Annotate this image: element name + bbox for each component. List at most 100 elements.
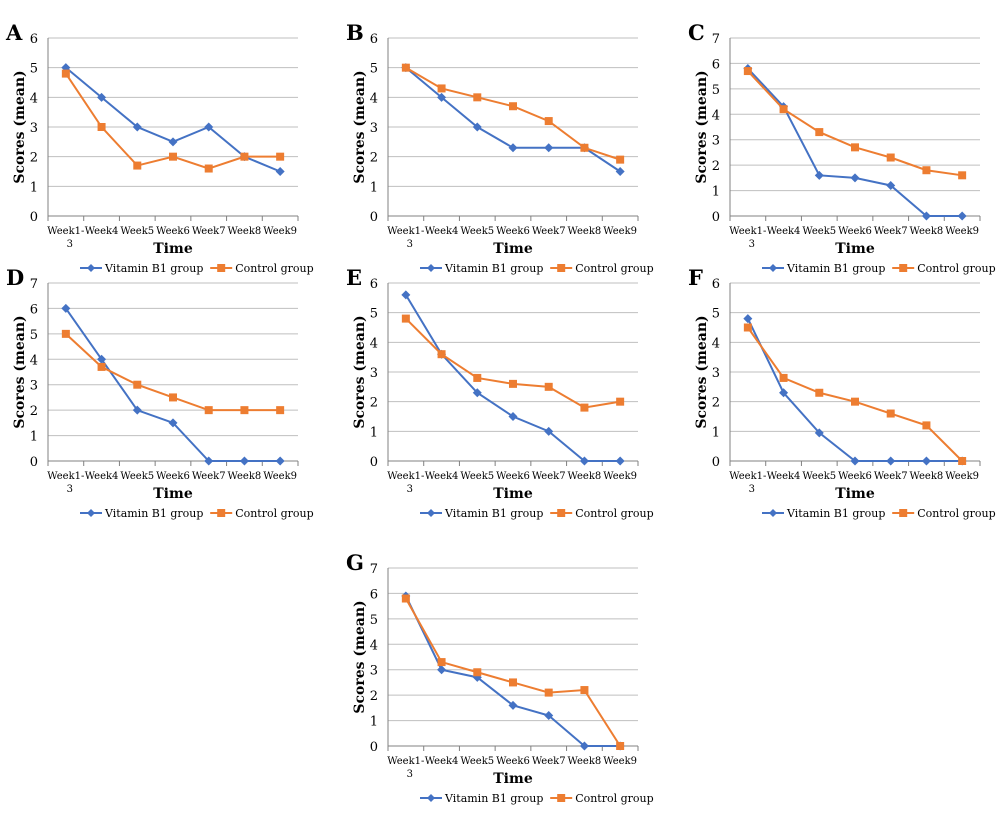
data-point-control [509, 379, 517, 388]
panel-letter: C [688, 20, 705, 45]
x-tick-label: Week6 [838, 226, 872, 237]
legend-marker-vitamin [427, 794, 435, 802]
legend-label: Vitamin B1 group [786, 262, 885, 275]
y-tick-label: 3 [370, 664, 378, 679]
x-axis-title: Time [835, 486, 875, 502]
y-tick-label: 0 [712, 210, 720, 225]
series-line-vitamin [405, 294, 621, 462]
y-tick-label: 2 [712, 159, 720, 174]
data-point-control [815, 128, 824, 137]
data-point-control [97, 362, 106, 371]
y-tick-label: 2 [30, 151, 38, 166]
series-line-control [747, 70, 963, 177]
data-point-vitamin [204, 122, 214, 132]
data-point-control [509, 102, 517, 111]
y-tick-label: 7 [712, 32, 720, 47]
data-point-control [886, 409, 895, 418]
y-tick-label: 3 [30, 379, 38, 394]
y-tick-label: 1 [370, 425, 378, 440]
x-tick-label: Week9 [263, 226, 297, 237]
legend-label: Vitamin B1 group [444, 262, 543, 275]
x-tick-label: Week6 [496, 226, 530, 237]
y-tick-label: 2 [370, 151, 378, 166]
y-tick-label: 5 [30, 328, 38, 343]
x-tick-label: Week4 [767, 471, 801, 482]
x-tick-label: Week9 [263, 471, 297, 482]
x-tick-label: Week4 [767, 226, 801, 237]
y-tick-label: 3 [712, 366, 720, 381]
data-point-vitamin [544, 710, 554, 720]
data-point-control [580, 143, 589, 152]
data-point-control [509, 678, 517, 687]
data-point-vitamin [239, 456, 249, 466]
x-tick-label: Week1-3 [47, 471, 84, 495]
data-point-control [779, 373, 788, 382]
legend-marker-vitamin [427, 509, 435, 517]
x-tick-label: Week9 [603, 471, 637, 482]
y-tick-label: 5 [370, 307, 378, 322]
x-tick-label: Week8 [910, 226, 944, 237]
y-tick-label: 6 [370, 32, 378, 47]
data-point-control [958, 171, 967, 180]
data-point-control [544, 117, 553, 126]
legend-label: Vitamin B1 group [104, 262, 203, 275]
x-tick-label: Week4 [425, 756, 459, 767]
data-point-control [169, 393, 177, 402]
data-point-vitamin [886, 456, 896, 466]
y-tick-label: 6 [712, 277, 720, 292]
x-tick-label: Week1-3 [729, 471, 766, 495]
x-tick-label: Week5 [120, 226, 154, 237]
chart-panel-g: G 0 1 2 3 4 5 6 7 Week1-3 Week4 Week5 Week6 Week7 Wee… [340, 550, 654, 825]
data-point-vitamin [850, 173, 860, 183]
series-line-control [747, 326, 963, 462]
legend-marker-control [557, 509, 566, 517]
panel-letter: G [346, 550, 364, 575]
legend-marker-vitamin [87, 264, 95, 272]
data-point-control [922, 421, 931, 430]
data-point-control [544, 688, 553, 697]
data-point-control [437, 658, 446, 667]
legend-label: Control group [575, 507, 654, 520]
x-tick-label: Week5 [802, 226, 836, 237]
x-tick-label: Week4 [425, 471, 459, 482]
panel-letter: F [688, 265, 703, 290]
x-tick-label: Week4 [85, 226, 119, 237]
x-tick-label: Week7 [874, 471, 908, 482]
y-tick-label: 6 [712, 57, 720, 72]
data-point-vitamin [472, 672, 482, 682]
x-axis-title: Time [493, 241, 533, 257]
x-tick-label: Week1-3 [387, 226, 424, 250]
legend-marker-vitamin [87, 509, 95, 517]
y-tick-label: 0 [370, 210, 378, 225]
x-tick-label: Week5 [120, 471, 154, 482]
legend-label: Vitamin B1 group [444, 507, 543, 520]
x-axis-title: Time [493, 486, 533, 502]
data-point-control [958, 457, 967, 465]
data-point-vitamin [61, 303, 71, 313]
data-point-vitamin [921, 456, 931, 466]
x-tick-label: Week9 [603, 226, 637, 237]
data-point-control [473, 668, 482, 677]
data-point-control [240, 152, 249, 161]
data-point-control [61, 69, 70, 78]
legend-marker-control [557, 264, 566, 272]
data-point-vitamin [508, 412, 518, 421]
panel-letter: B [346, 20, 364, 45]
x-tick-label: Week5 [460, 756, 494, 767]
legend-label: Control group [235, 507, 314, 520]
data-point-control [616, 742, 625, 750]
y-tick-label: 4 [370, 91, 378, 106]
data-point-control [401, 63, 410, 72]
y-tick-label: 3 [370, 121, 378, 136]
x-axis-title: Time [153, 486, 193, 502]
x-tick-label: Week9 [603, 756, 637, 767]
x-tick-label: Week6 [156, 226, 190, 237]
x-tick-label: Week5 [802, 471, 836, 482]
data-point-control [815, 388, 824, 397]
x-tick-label: Week6 [156, 471, 190, 482]
data-point-control [922, 166, 931, 175]
data-point-control [886, 153, 895, 162]
legend-marker-vitamin [769, 264, 777, 272]
